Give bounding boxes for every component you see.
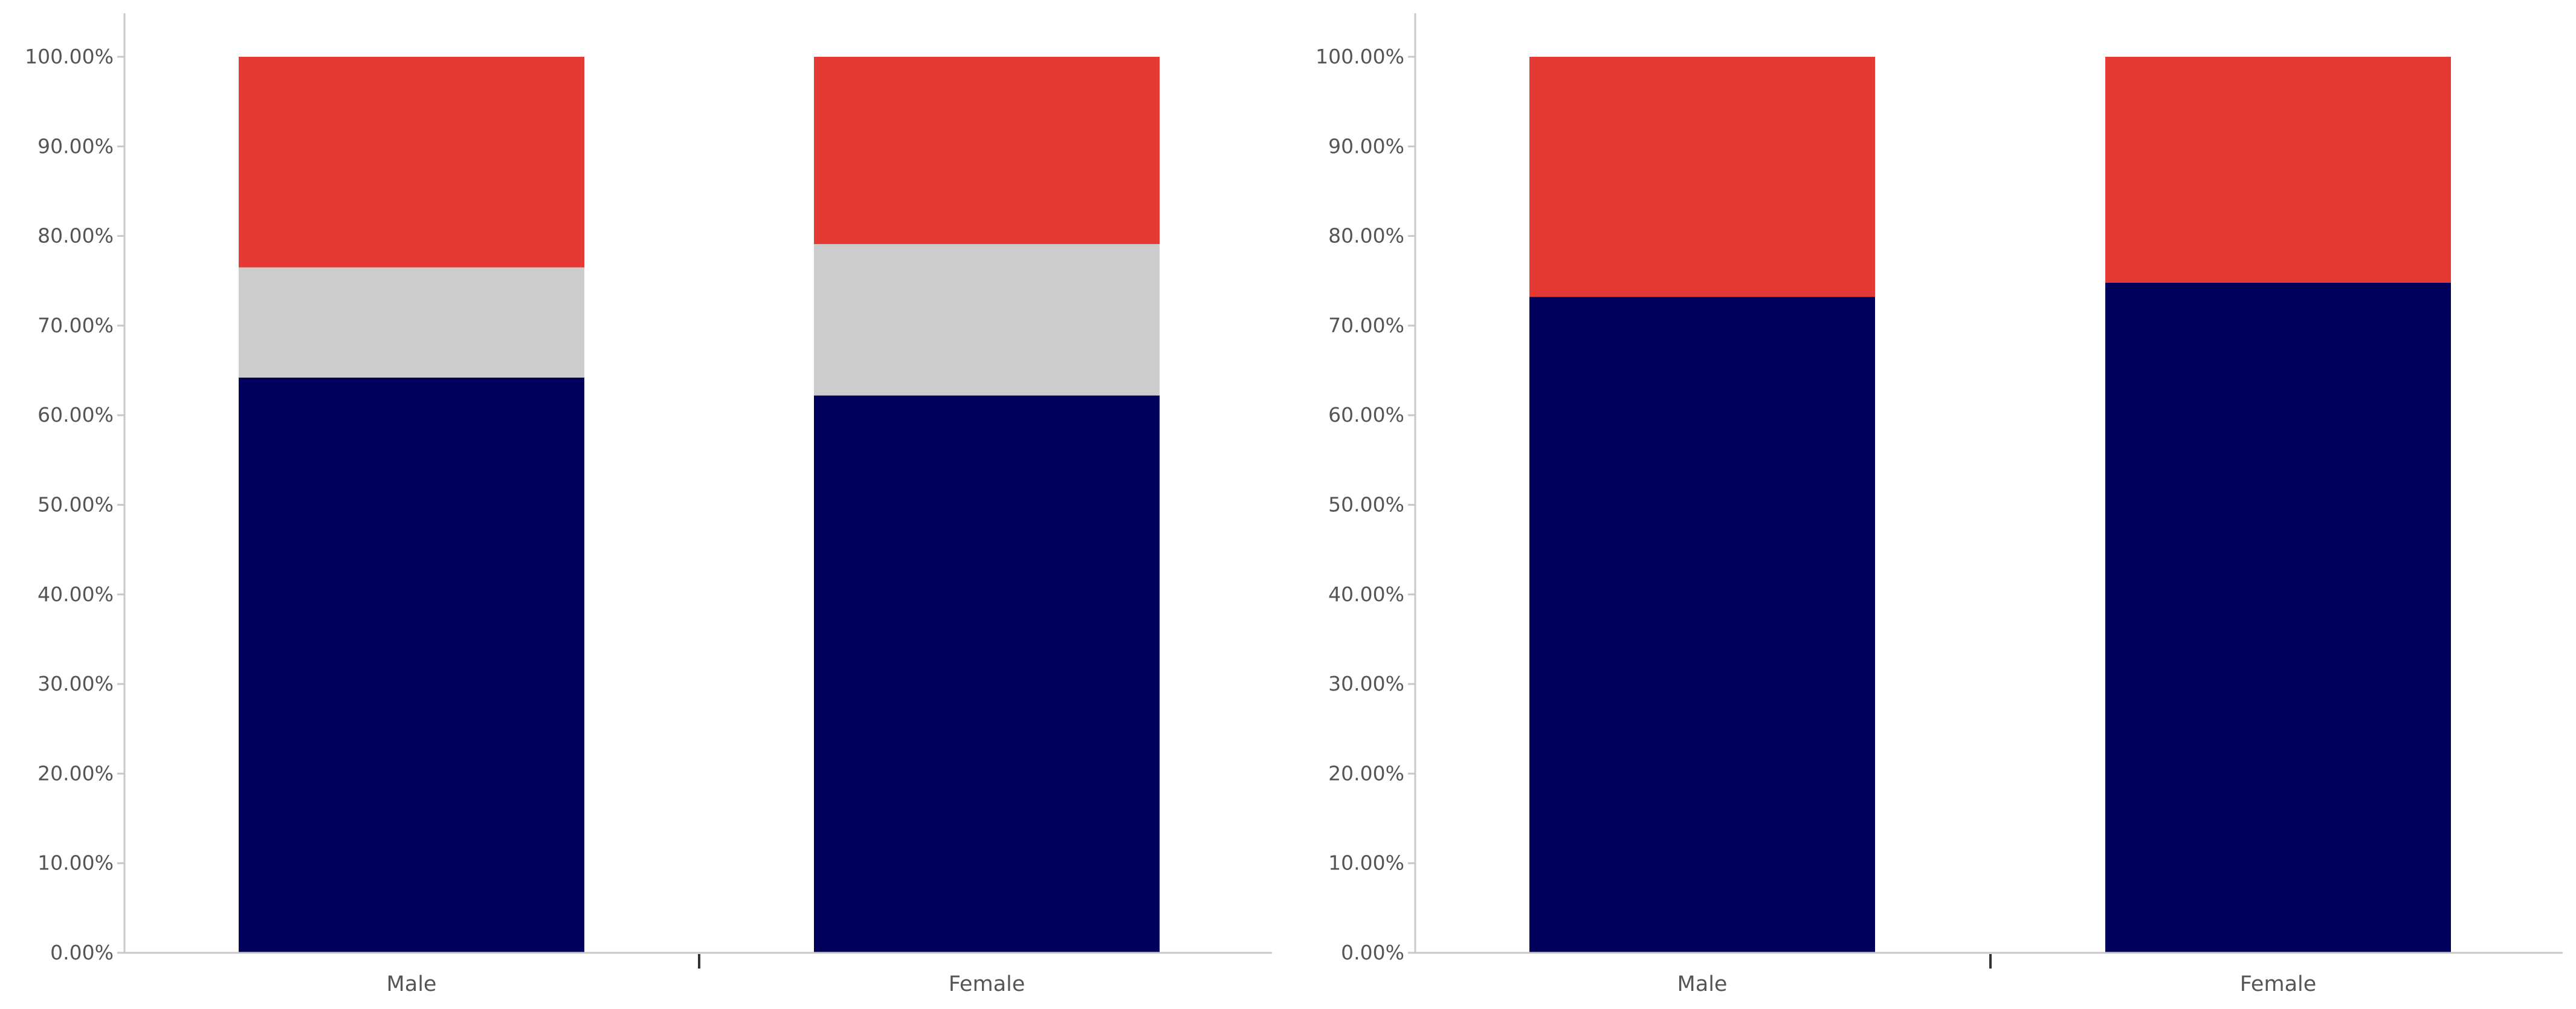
bar-segment-male-1	[1529, 57, 1875, 297]
bar-segment-male-1	[239, 267, 584, 378]
y-tick-label: 0.00%	[50, 941, 114, 964]
y-tick-label: 70.00%	[37, 314, 114, 337]
bar-segment-female-0	[2105, 282, 2451, 953]
x-category-label: Female	[2240, 972, 2317, 996]
bar-segment-female-1	[2105, 57, 2451, 283]
y-tick-label: 20.00%	[1328, 761, 1404, 785]
y-tick-label: 40.00%	[37, 582, 114, 606]
y-tick-label: 80.00%	[37, 224, 114, 248]
chart-panel-right: 0.00% 10.00% 20.00% 30.00% 40.00% 50.00% 60.00…	[1315, 13, 2563, 996]
y-tick-label: 90.00%	[1328, 134, 1404, 158]
y-tick-label: 30.00%	[37, 672, 114, 695]
y-tick-label: 100.00%	[25, 45, 114, 68]
bar-segment-male-0	[239, 377, 584, 953]
y-tick-label: 40.00%	[1328, 582, 1404, 606]
bar-segment-female-0	[814, 395, 1160, 953]
chart-panel-left: 0.00% 10.00% 20.00% 30.00% 40.00% 50.00% 60.00…	[25, 13, 1272, 996]
y-tick-label: 60.00%	[1328, 403, 1404, 427]
y-tick-label: 30.00%	[1328, 672, 1404, 695]
y-tick-label: 20.00%	[37, 761, 114, 785]
x-category-label: Female	[949, 972, 1025, 996]
y-tick-label: 50.00%	[37, 493, 114, 517]
y-tick-label: 10.00%	[1328, 851, 1404, 875]
bar-segment-male-2	[239, 57, 584, 268]
y-tick-label: 90.00%	[37, 134, 114, 158]
bar-segment-male-0	[1529, 297, 1875, 953]
y-tick-label: 10.00%	[37, 851, 114, 875]
x-category-label: Male	[387, 972, 437, 996]
y-tick-label: 60.00%	[37, 403, 114, 427]
y-tick-label: 50.00%	[1328, 493, 1404, 517]
y-tick-label: 100.00%	[1315, 45, 1404, 68]
bar-segment-female-2	[814, 57, 1160, 244]
y-tick-label: 0.00%	[1341, 941, 1404, 964]
bar-segment-female-1	[814, 243, 1160, 396]
y-tick-label: 70.00%	[1328, 314, 1404, 337]
y-tick-label: 80.00%	[1328, 224, 1404, 248]
x-category-label: Male	[1677, 972, 1728, 996]
